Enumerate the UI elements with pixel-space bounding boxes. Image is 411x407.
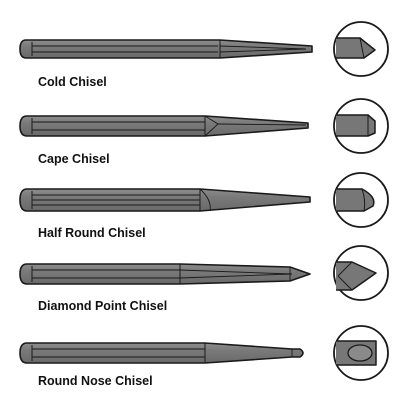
round-nose-chisel-drawing (19, 342, 304, 364)
cold-chisel-tip-detail (333, 21, 389, 77)
cape-chisel-label: Cape Chisel (38, 152, 110, 166)
half-round-chisel-drawing (19, 188, 311, 212)
cold-chisel-label: Cold Chisel (38, 75, 107, 89)
cape-chisel-tip-detail (333, 98, 389, 154)
diamond-point-chisel-tip-detail (333, 245, 389, 301)
cape-chisel-drawing (19, 115, 309, 137)
half-round-chisel-label: Half Round Chisel (38, 226, 146, 240)
diamond-point-chisel-drawing (19, 263, 311, 285)
half-round-chisel-tip-detail (333, 172, 389, 228)
diamond-point-chisel-label: Diamond Point Chisel (38, 299, 168, 313)
round-nose-chisel-tip-detail (333, 325, 389, 381)
round-nose-chisel-label: Round Nose Chisel (38, 374, 153, 388)
cold-chisel-drawing (19, 39, 313, 59)
